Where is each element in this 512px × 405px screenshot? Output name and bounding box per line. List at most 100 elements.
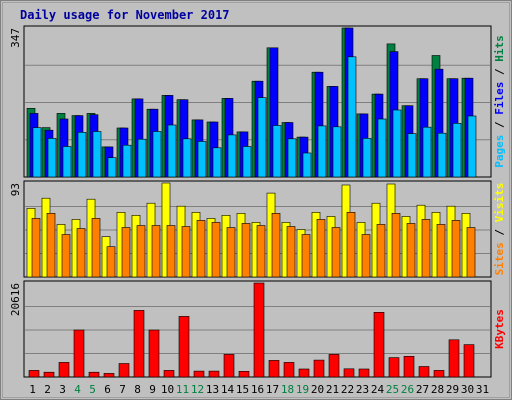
x-tick-label-day-27: 27 [416,383,429,396]
x-tick-label-day-21: 21 [326,383,339,396]
bar-kbytes-day-26 [403,355,415,378]
bar-kbytes-day-12 [193,370,205,378]
series-label-separator: / [493,222,506,242]
bar-kbytes-day-25 [388,357,400,378]
x-tick-label-day-6: 6 [104,383,111,396]
bar-pages-day-25 [392,109,402,178]
x-tick-label-day-19: 19 [296,383,309,396]
bar-sites-day-15 [241,223,251,278]
bar-sites-day-8 [136,225,146,278]
x-tick-label-day-16: 16 [251,383,264,396]
x-tick-label-day-10: 10 [161,383,174,396]
series-label-files: Files [493,82,506,115]
bar-kbytes-day-22 [343,368,355,378]
x-tick-label-day-25: 25 [386,383,399,396]
bar-sites-day-3 [61,234,71,278]
bar-sites-day-22 [346,212,356,278]
bar-sites-day-28 [436,224,446,278]
bar-kbytes-day-3 [58,362,70,378]
bar-sites-day-10 [166,225,176,278]
x-tick-label-day-18: 18 [281,383,294,396]
bar-pages-day-2 [47,138,57,178]
bar-sites-day-1 [31,218,41,278]
bar-pages-day-20 [317,125,327,178]
x-tick-label-day-7: 7 [119,383,126,396]
series-label-hits: Hits [493,35,506,62]
bar-sites-day-14 [226,227,236,278]
x-tick-label-day-8: 8 [134,383,141,396]
bar-sites-day-23 [361,234,371,278]
bar-sites-day-18 [286,226,296,278]
bar-pages-day-3 [62,146,72,178]
bar-pages-day-23 [362,138,372,178]
bar-kbytes-day-24 [373,311,385,378]
chart-frame-inner [2,2,510,398]
bar-kbytes-day-19 [298,368,310,378]
bar-pages-day-9 [152,131,162,178]
x-tick-label-day-15: 15 [236,383,249,396]
bar-pages-day-17 [272,125,282,178]
x-tick-label-day-29: 29 [446,383,459,396]
x-tick-label-day-24: 24 [371,383,385,396]
bar-kbytes-day-7 [118,363,130,378]
bar-sites-day-20 [316,219,326,278]
x-tick-label-day-12: 12 [191,383,204,396]
bar-sites-day-17 [271,213,281,278]
bar-sites-day-24 [376,224,386,278]
bar-sites-day-12 [196,220,206,278]
series-label-kbytes: KBytes [493,309,506,349]
bar-kbytes-day-15 [238,370,250,378]
bar-pages-day-15 [242,146,252,178]
x-tick-label-day-9: 9 [149,383,156,396]
bar-sites-day-4 [76,228,86,278]
bar-pages-day-6 [107,157,117,178]
series-label-pages: Pages [493,135,506,168]
bar-pages-day-16 [257,97,267,178]
bar-kbytes-day-14 [223,354,235,378]
bar-kbytes-day-5 [88,371,100,378]
bar-sites-day-9 [151,225,161,278]
x-tick-label-day-28: 28 [431,383,444,396]
series-label-visits: Visits [493,183,506,223]
x-tick-label-day-4: 4 [74,383,81,396]
bar-pages-day-13 [212,147,222,178]
series-label-separator: / [493,62,506,82]
bar-pages-day-21 [332,126,342,178]
bar-sites-day-29 [451,220,461,278]
bar-pages-day-24 [377,118,387,178]
panel-visits: 93 Sites / Visits [9,180,506,278]
bar-pages-day-28 [437,132,447,178]
panel-kbytes: 20616 KBytes [9,280,506,378]
x-tick-label-day-3: 3 [59,383,66,396]
bar-pages-day-10 [167,124,177,178]
bar-kbytes-day-11 [178,316,190,378]
bar-pages-day-19 [302,152,312,178]
bar-kbytes-day-8 [133,310,145,378]
bar-sites-day-25 [391,213,401,278]
x-tick-label-day-17: 17 [266,383,279,396]
bar-pages-day-27 [422,126,432,178]
bar-kbytes-day-29 [448,339,460,378]
bar-kbytes-day-28 [433,370,445,378]
bar-pages-day-26 [407,133,417,178]
bar-kbytes-day-27 [418,366,430,378]
bar-sites-day-6 [106,246,116,278]
bar-pages-day-30 [467,115,477,178]
bar-pages-day-29 [452,123,462,178]
bar-kbytes-day-10 [163,370,175,378]
bar-sites-day-2 [46,213,56,278]
bar-kbytes-day-18 [283,362,295,378]
x-tick-label-day-22: 22 [341,383,354,396]
series-label-sites: Sites [493,242,506,275]
bar-kbytes-day-16 [253,282,265,378]
chart-title: Daily usage for November 2017 [20,8,230,22]
bar-kbytes-day-20 [313,359,325,378]
bar-pages-day-1 [32,127,42,178]
series-label-separator: / [493,115,506,135]
x-tick-label-day-20: 20 [311,383,324,396]
bar-pages-day-18 [287,138,297,178]
bar-kbytes-day-1 [28,370,40,378]
bar-pages-day-14 [227,134,237,178]
bar-pages-day-12 [197,141,207,178]
